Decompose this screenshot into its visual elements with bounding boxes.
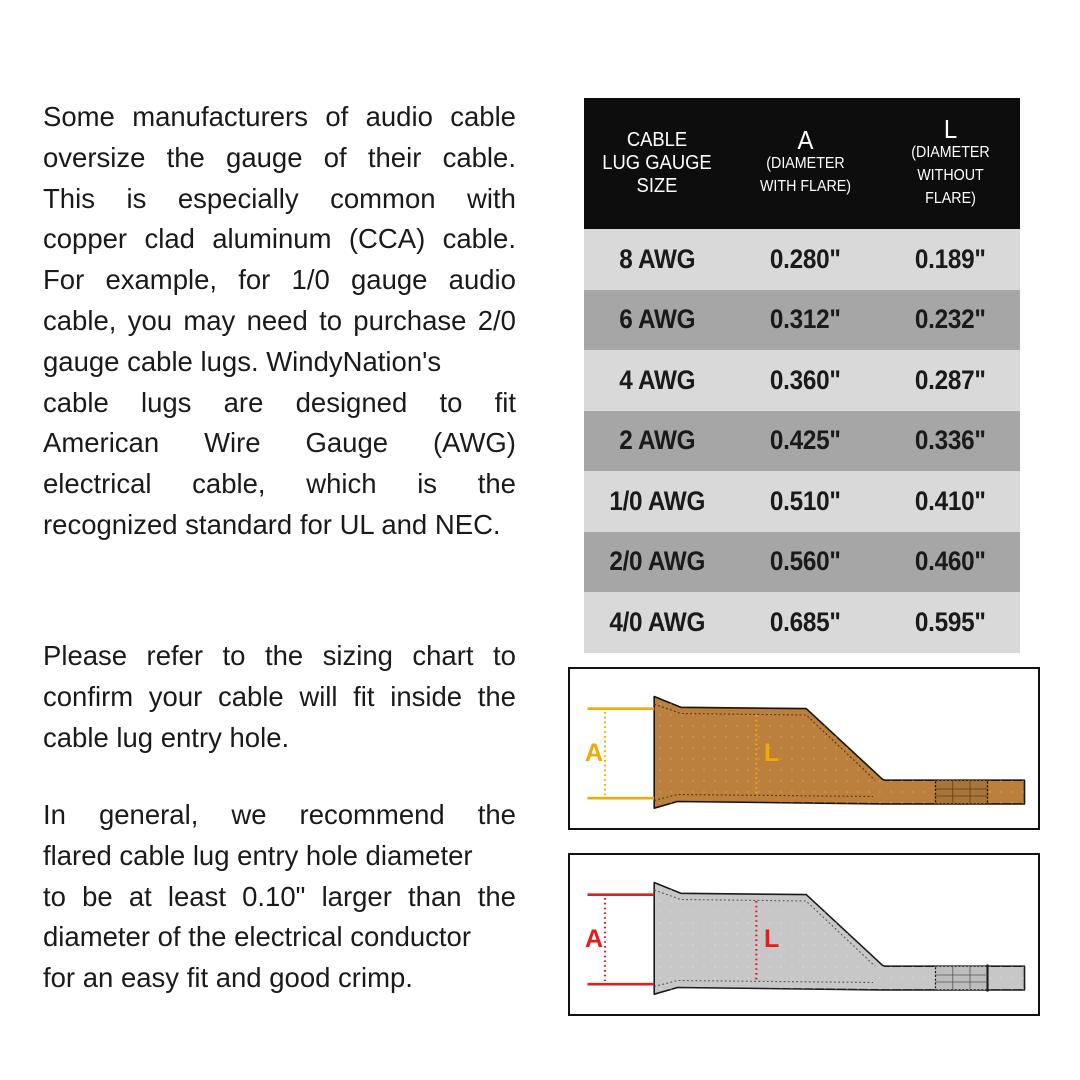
svg-text:L: L (764, 925, 779, 953)
svg-text:A: A (585, 739, 603, 767)
svg-text:A: A (585, 925, 603, 953)
svg-text:L: L (764, 739, 779, 767)
